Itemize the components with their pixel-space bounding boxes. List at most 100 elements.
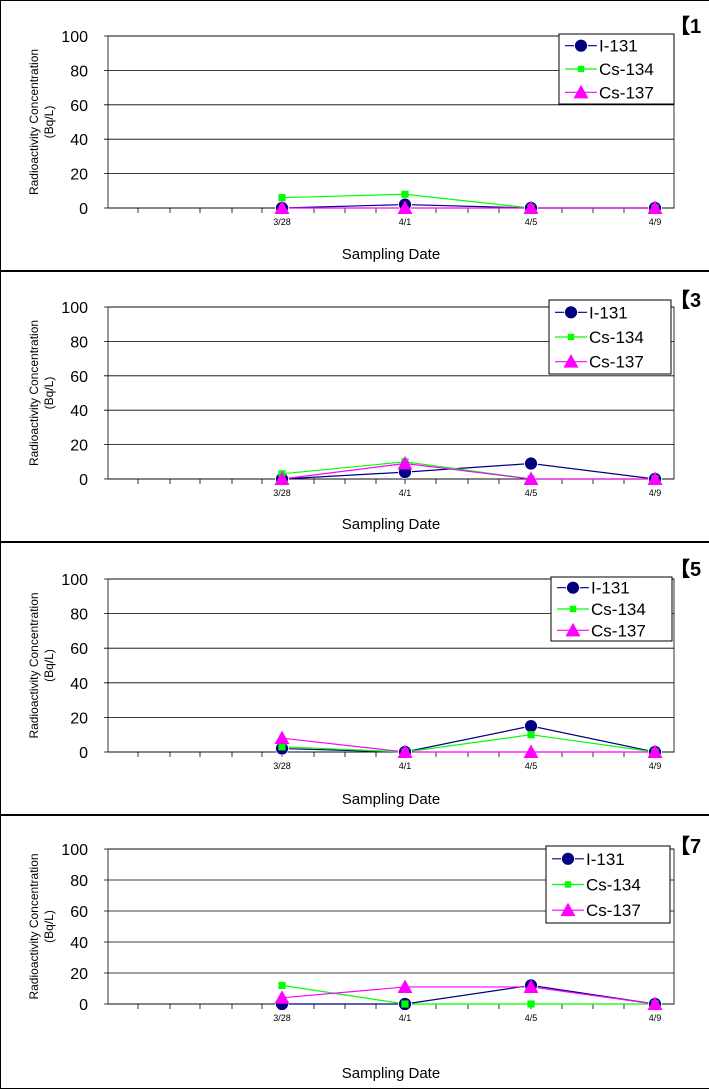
- chart-panel-1: 0 20 40 60 80 100 3/28 4/1 4/5 4/9 Radioactivity C…: [0, 0, 709, 271]
- data-point-cs-137: [397, 200, 413, 214]
- y-tick-label: 20: [70, 438, 88, 455]
- data-point-cs-137: [647, 471, 663, 485]
- x-axis-label: Sampling Date: [342, 246, 440, 263]
- data-point-cs-137: [523, 744, 539, 758]
- legend-label: I-131: [591, 579, 630, 598]
- x-tick-label: 3/28: [273, 1013, 291, 1023]
- x-tick-label: 4/9: [649, 488, 662, 498]
- legend-label: Cs-134: [589, 328, 644, 347]
- legend-marker: [564, 881, 572, 888]
- panel-number-tag: 【7: [670, 835, 701, 858]
- legend-marker: [563, 354, 579, 368]
- series-line-cs-137: [281, 737, 655, 753]
- y-tick-label: 80: [70, 873, 88, 890]
- chart-panel-3: 0 20 40 60 80 100 3/28 4/1 4/5 4/9 Radioactivity C…: [0, 542, 709, 815]
- series-line-cs-134: [281, 984, 655, 1005]
- legend-marker: [560, 902, 576, 917]
- x-tick-label: 3/28: [273, 488, 291, 498]
- series-line-i-131: [281, 462, 656, 480]
- legend: I-131 Cs-134 Cs-137: [550, 576, 673, 642]
- x-tick-label: 3/28: [273, 761, 291, 771]
- legend-label: Cs-134: [599, 60, 654, 79]
- series-line-cs-134: [281, 734, 656, 753]
- data-point-cs-137: [397, 456, 413, 470]
- y-axis-unit: (Bq/L): [42, 106, 56, 139]
- data-point-cs-134: [527, 731, 535, 739]
- data-point-cs-134: [401, 1000, 409, 1008]
- legend-label: Cs-134: [586, 876, 641, 895]
- data-point-cs-137: [274, 471, 290, 485]
- legend-marker: [565, 622, 581, 637]
- data-point-i-131: [524, 719, 538, 733]
- legend-marker: [567, 333, 575, 341]
- y-tick-label: 100: [61, 572, 88, 589]
- legend-label: Cs-137: [599, 83, 654, 102]
- data-point-cs-137: [274, 730, 290, 745]
- y-axis-label: Radioactivity Concentration: [27, 853, 41, 999]
- y-axis-label: Radioactivity Concentration: [27, 49, 41, 195]
- y-tick-label: 100: [61, 29, 88, 46]
- data-point-cs-134: [278, 981, 286, 989]
- panel-number-tag: 【5: [670, 558, 701, 581]
- y-axis-label: Radioactivity Concentration: [27, 592, 41, 738]
- legend: I-131 Cs-134 Cs-137: [545, 845, 671, 924]
- y-tick-label: 40: [70, 403, 88, 420]
- legend-marker: [573, 84, 589, 99]
- data-point-cs-134: [278, 743, 286, 751]
- data-point-cs-137: [523, 471, 539, 485]
- legend-marker: [574, 38, 588, 53]
- series-line-i-131: [281, 725, 656, 753]
- data-point-cs-134: [278, 194, 286, 202]
- data-point-cs-137: [523, 979, 539, 993]
- data-point-cs-137: [647, 996, 663, 1010]
- y-axis-unit: (Bq/L): [42, 377, 56, 410]
- series-line-cs-137: [281, 986, 656, 1005]
- data-point-cs-137: [397, 979, 413, 993]
- series-line-cs-137: [281, 462, 655, 480]
- x-tick-label: 4/9: [649, 1013, 662, 1023]
- x-tick-label: 4/1: [399, 1013, 412, 1023]
- y-tick-label: 40: [70, 676, 88, 693]
- x-tick-label: 4/1: [399, 217, 412, 227]
- data-point-cs-137: [647, 200, 663, 214]
- x-tick-label: 4/5: [525, 761, 538, 771]
- legend-marker: [577, 65, 585, 73]
- legend-label: I-131: [589, 303, 628, 322]
- y-tick-label: 60: [70, 641, 88, 658]
- legend-label: I-131: [599, 37, 638, 56]
- legend-label: Cs-137: [589, 353, 644, 372]
- y-tick-label: 0: [79, 745, 88, 762]
- y-tick-label: 40: [70, 935, 88, 952]
- legend-marker: [566, 580, 580, 595]
- x-tick-label: 4/9: [649, 761, 662, 771]
- chart-panel-2: 0 20 40 60 80 100 3/28 4/1 4/5 4/9 Radioactivity C…: [0, 271, 709, 542]
- legend-label: Cs-137: [591, 621, 646, 640]
- series-line-i-131: [282, 984, 656, 1005]
- data-point-cs-137: [397, 744, 413, 758]
- y-tick-label: 80: [70, 334, 88, 351]
- x-axis-label: Sampling Date: [342, 1065, 440, 1082]
- x-tick-label: 4/1: [399, 761, 412, 771]
- legend-marker: [561, 851, 575, 866]
- legend-marker: [569, 605, 577, 613]
- y-tick-label: 60: [70, 98, 88, 115]
- x-tick-label: 4/9: [649, 217, 662, 227]
- data-point-cs-137: [523, 200, 539, 214]
- x-tick-label: 4/1: [399, 488, 412, 498]
- y-tick-label: 0: [79, 201, 88, 218]
- y-tick-label: 0: [79, 472, 88, 489]
- y-tick-label: 40: [70, 132, 88, 149]
- legend-label: Cs-137: [586, 901, 641, 920]
- legend: I-131 Cs-134 Cs-137: [558, 33, 675, 105]
- data-point-cs-137: [274, 990, 290, 1004]
- x-tick-label: 4/5: [525, 1013, 538, 1023]
- y-tick-label: 0: [79, 997, 88, 1014]
- legend-marker: [564, 305, 578, 320]
- y-axis-unit: (Bq/L): [42, 649, 56, 682]
- data-point-cs-134: [527, 1000, 535, 1008]
- legend-label: Cs-134: [591, 600, 646, 619]
- legend: I-131 Cs-134 Cs-137: [548, 299, 672, 375]
- y-tick-label: 80: [70, 607, 88, 624]
- y-axis-unit: (Bq/L): [42, 910, 56, 943]
